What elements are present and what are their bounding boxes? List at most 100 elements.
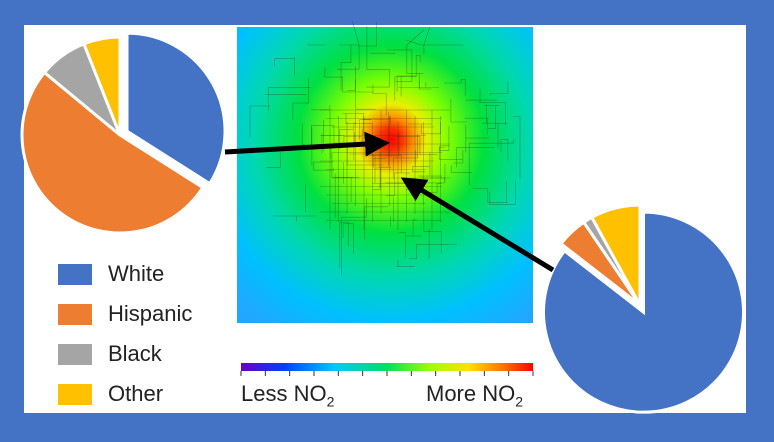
tract-boundary <box>311 105 331 111</box>
tract-boundary <box>363 115 391 124</box>
legend-label-white: White <box>108 261 165 286</box>
tract-boundary <box>268 87 311 111</box>
tract-boundary <box>423 207 442 253</box>
tract-boundary <box>359 119 372 140</box>
tract-boundary <box>339 221 349 269</box>
tract-boundary <box>465 124 490 153</box>
tract-boundary <box>444 79 466 96</box>
tract-boundary <box>342 113 365 135</box>
pie-chart-right <box>542 203 746 414</box>
tract-boundary <box>399 155 402 173</box>
tract-boundary <box>385 172 410 196</box>
tract-boundary <box>366 26 390 88</box>
tract-boundary <box>439 126 450 151</box>
tract-boundary <box>396 75 417 97</box>
legend-item-black: Black <box>58 341 162 367</box>
tract-boundary <box>394 136 438 155</box>
tract-boundary <box>468 139 514 185</box>
tract-boundary <box>456 147 495 168</box>
heatmap-field <box>237 27 533 323</box>
pie-chart-left <box>20 31 227 235</box>
tract-boundary <box>450 165 473 173</box>
legend-label-other: Other <box>108 381 164 406</box>
tract-boundary <box>396 260 415 267</box>
tract-boundary <box>408 121 441 135</box>
tract-boundary <box>341 198 367 276</box>
tract-boundary <box>372 84 387 116</box>
tract-boundary <box>345 113 372 124</box>
tract-boundary <box>335 161 354 203</box>
pie-slice-hispanic <box>20 70 205 235</box>
tract-boundary <box>292 78 309 121</box>
no2-heatmap <box>237 21 533 323</box>
colorbar-gradient <box>241 363 533 371</box>
tract-boundary <box>394 54 421 101</box>
tract-boundary <box>418 73 432 90</box>
tract-boundary <box>484 105 499 129</box>
tract-boundary <box>412 219 417 236</box>
tract-boundary <box>347 65 356 91</box>
tract-boundary <box>439 147 463 160</box>
colorbar-low-label: Less NO2 <box>241 381 335 410</box>
tract-boundary <box>364 206 389 240</box>
pie-slice-other <box>589 203 642 306</box>
tract-boundary <box>249 105 270 137</box>
tract-boundary <box>266 152 281 168</box>
tract-boundary <box>337 21 360 70</box>
pie-slice-white <box>125 31 227 186</box>
tract-boundary <box>373 166 391 190</box>
legend-swatch-hispanic <box>58 303 92 325</box>
tract-boundary <box>489 81 509 96</box>
tract-boundary <box>357 22 377 47</box>
tract-boundary <box>344 128 363 143</box>
tract-boundary <box>273 215 316 222</box>
tract-boundary <box>406 39 464 46</box>
tract-boundary <box>324 67 374 93</box>
tract-boundary <box>353 122 356 160</box>
colorbar-ticks <box>240 371 534 376</box>
tract-boundary <box>331 152 360 178</box>
tract-boundary <box>500 139 509 161</box>
tract-boundary <box>340 45 352 91</box>
pie-slice-other <box>81 35 122 136</box>
legend-swatch-white <box>58 263 92 285</box>
tract-boundary <box>478 88 506 126</box>
legend-label-hispanic: Hispanic <box>108 301 193 326</box>
colorbar <box>240 363 534 376</box>
legend-swatch-black <box>58 343 92 365</box>
tract-boundary <box>412 150 430 173</box>
colorbar-high-label: More NO2 <box>426 381 524 410</box>
tract-boundary <box>406 29 425 74</box>
tract-boundary <box>308 43 326 46</box>
tract-boundary <box>482 104 507 148</box>
tract-boundary <box>399 232 422 258</box>
tract-boundary <box>450 98 467 123</box>
tract-boundary <box>274 57 295 76</box>
tract-boundary <box>387 49 413 82</box>
tract-boundary <box>472 181 508 203</box>
tract-boundary <box>464 117 489 135</box>
legend-swatch-other <box>58 383 92 405</box>
tract-boundary <box>374 153 378 183</box>
legend-item-white: White <box>58 261 164 287</box>
tract-boundary <box>398 82 439 88</box>
tract-boundary <box>489 181 516 205</box>
tract-boundary <box>408 244 457 259</box>
pie-slice-white <box>542 210 746 414</box>
legend-item-hispanic: Hispanic <box>58 301 192 327</box>
legend-label-black: Black <box>108 341 162 366</box>
tract-boundary <box>321 133 345 154</box>
tract-boundary <box>423 27 430 55</box>
tract-boundary <box>453 150 464 164</box>
tract-boundary <box>301 123 306 145</box>
tract-boundary <box>342 223 354 254</box>
legend-item-other: Other <box>58 381 163 407</box>
arrow-to-southeast <box>400 177 555 273</box>
tract-boundary <box>313 160 334 171</box>
tract-boundary <box>355 79 376 110</box>
tract-boundary <box>418 152 442 177</box>
tract-boundary <box>513 116 521 179</box>
arrow-to-hotspot <box>224 131 390 157</box>
tract-boundary <box>393 134 418 179</box>
